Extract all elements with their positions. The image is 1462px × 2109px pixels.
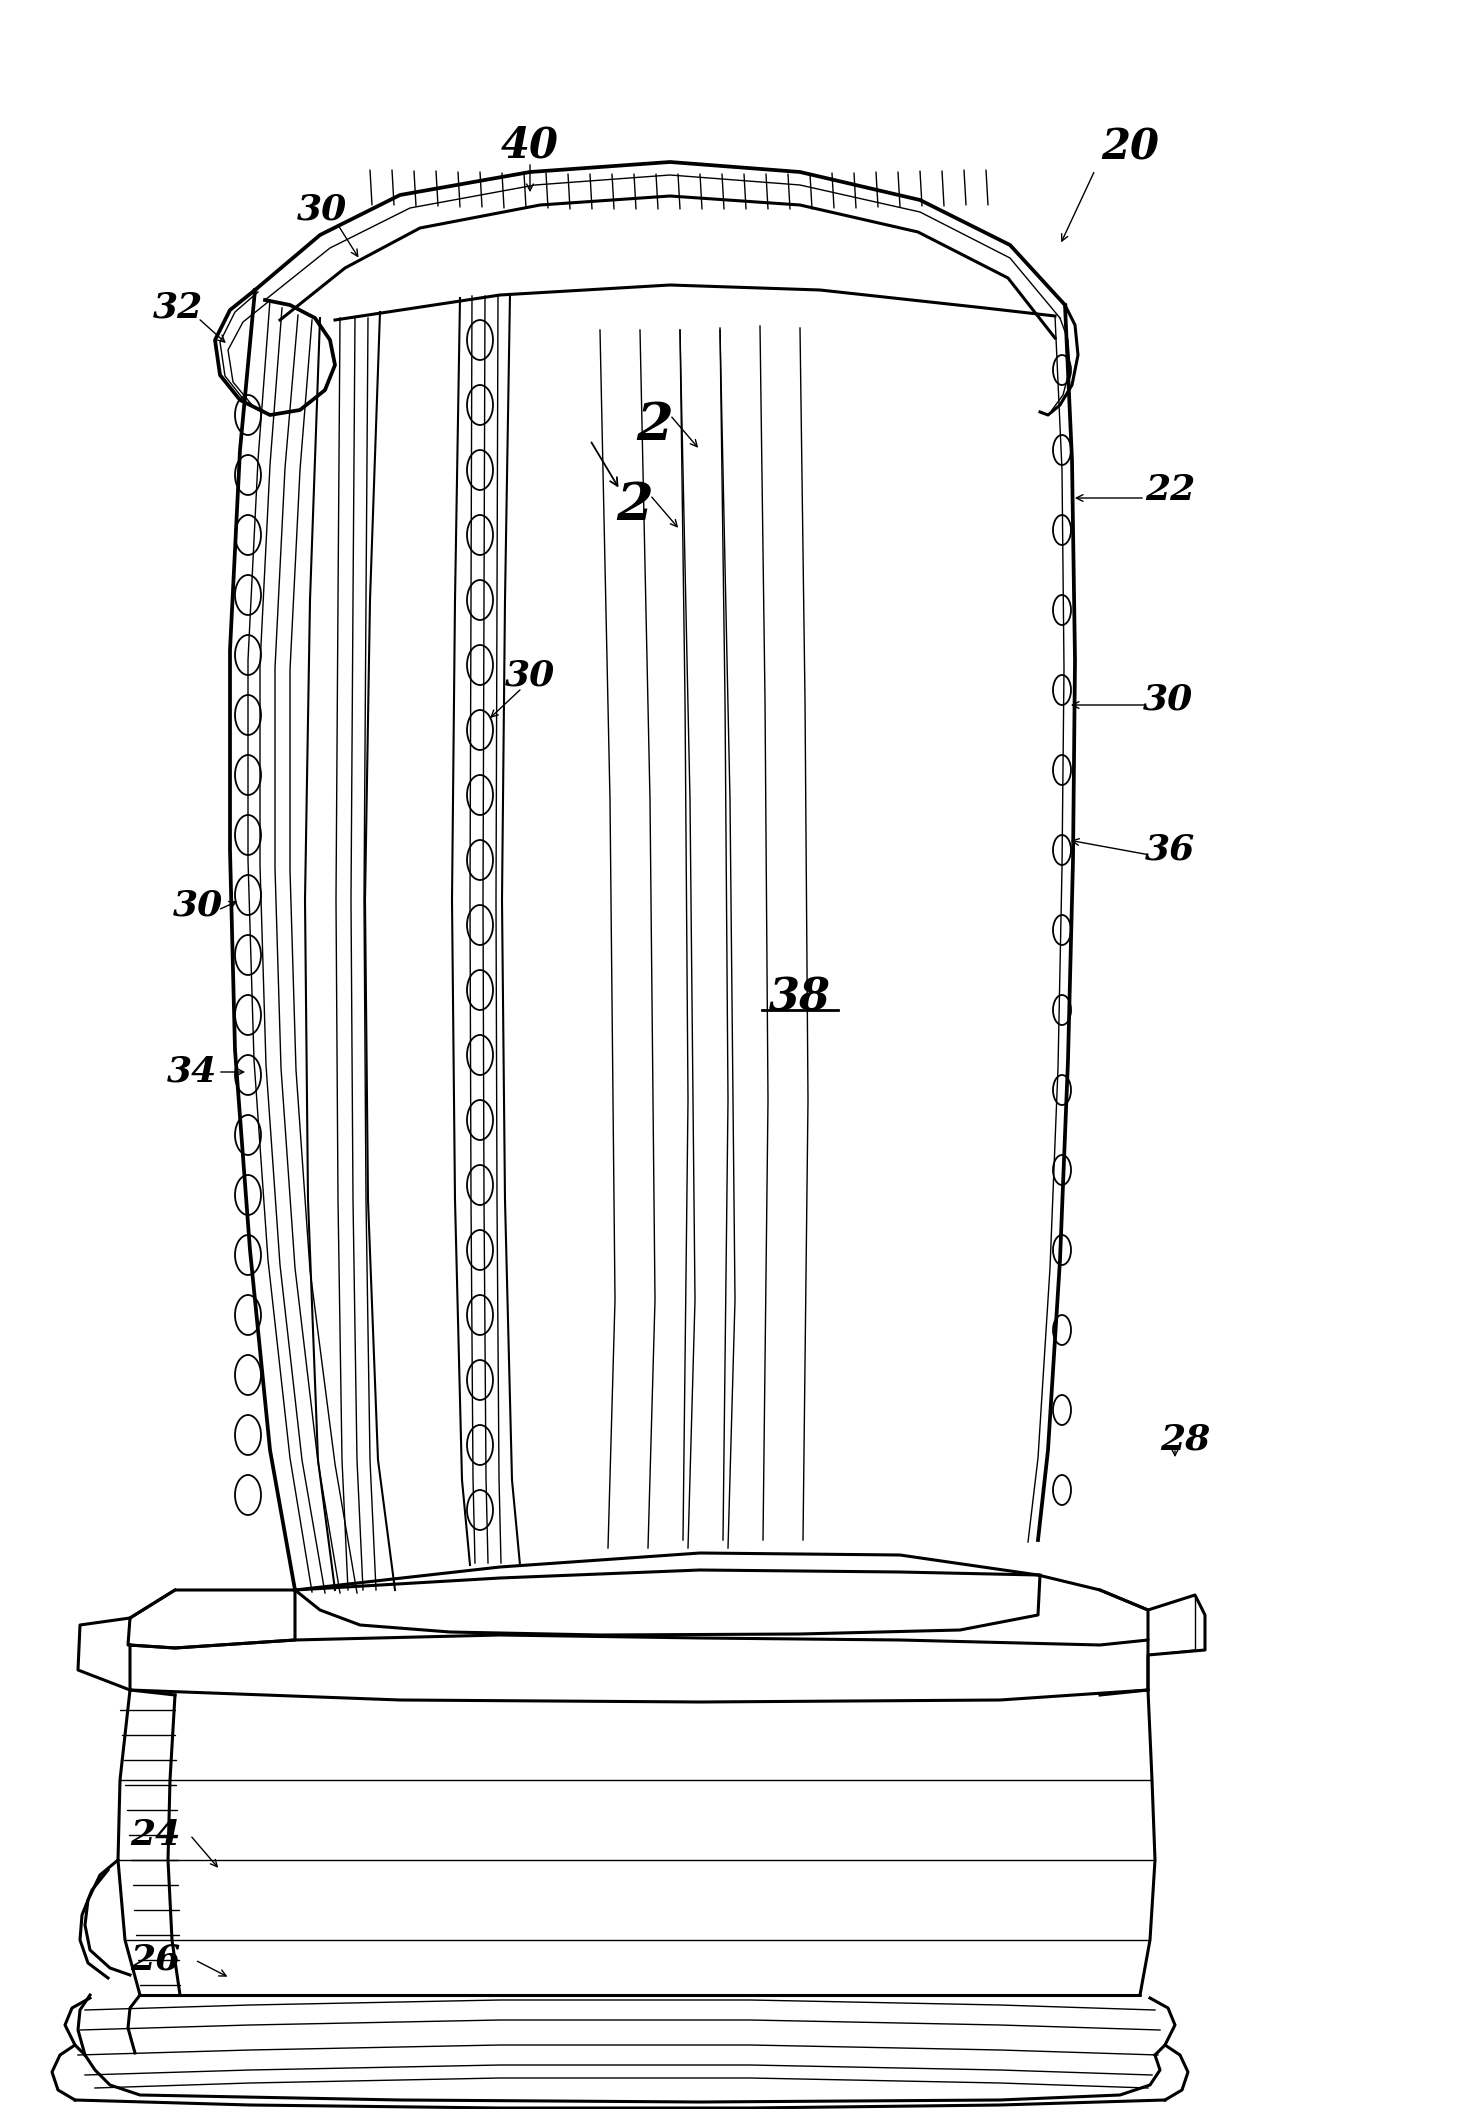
Text: 2: 2 [636, 399, 674, 451]
Text: 36: 36 [1145, 833, 1194, 867]
Text: 20: 20 [1101, 127, 1159, 169]
Text: 24: 24 [130, 1818, 180, 1852]
Text: 2: 2 [617, 479, 654, 531]
Text: 30: 30 [504, 658, 556, 692]
Text: 40: 40 [501, 124, 558, 167]
Text: 30: 30 [297, 194, 346, 228]
Text: 28: 28 [1159, 1424, 1211, 1457]
Text: 22: 22 [1145, 472, 1194, 506]
Text: 34: 34 [167, 1054, 218, 1088]
Text: 30: 30 [1143, 683, 1193, 717]
Text: 32: 32 [154, 291, 203, 325]
Text: 38: 38 [769, 976, 830, 1019]
Text: 30: 30 [173, 888, 224, 922]
Text: 26: 26 [130, 1942, 180, 1976]
